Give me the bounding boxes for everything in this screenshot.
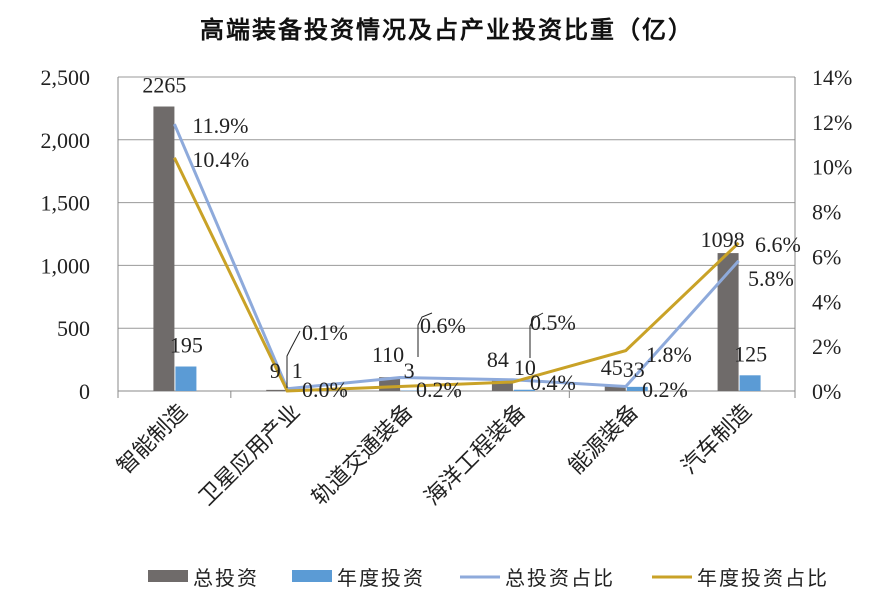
x-tick-label: 海洋工程装备 <box>419 399 530 510</box>
data-label: 11.9% <box>192 113 248 138</box>
legend-label: 年度投资 <box>337 567 425 590</box>
data-label: 0.4% <box>530 370 576 395</box>
x-tick-label: 汽车制造 <box>676 399 756 479</box>
data-label: 1098 <box>701 227 745 252</box>
legend-swatch <box>292 570 332 582</box>
data-label: 0.1% <box>302 320 348 345</box>
bar-total <box>266 390 287 391</box>
data-label: 0.0% <box>302 377 348 402</box>
y2-tick-label: 10% <box>812 155 852 180</box>
data-label: 2265 <box>142 73 186 98</box>
data-label: 1.8% <box>646 342 692 367</box>
data-label: 9 <box>270 358 281 383</box>
legend-label: 总投资占比 <box>505 567 615 590</box>
data-label: 84 <box>487 347 509 372</box>
legend-label: 年度投资占比 <box>697 567 829 590</box>
y2-tick-label: 4% <box>812 289 841 314</box>
data-label: 0.2% <box>642 377 688 402</box>
data-label: 125 <box>734 341 767 366</box>
data-label: 110 <box>372 342 404 367</box>
data-label: 6.6% <box>755 232 801 257</box>
data-label: 195 <box>170 333 203 358</box>
x-tick-label: 卫星应用产业 <box>194 399 305 510</box>
x-tick-label: 智能制造 <box>112 399 192 479</box>
data-label: 5.8% <box>748 266 794 291</box>
data-label: 0.2% <box>416 377 462 402</box>
x-tick-label: 轨道交通装备 <box>307 399 418 510</box>
legend-label: 总投资 <box>193 567 259 590</box>
bar-annual <box>740 375 761 391</box>
data-label: 0.6% <box>420 313 466 338</box>
data-label: 45 <box>601 355 623 380</box>
y2-tick-label: 12% <box>812 110 852 135</box>
y2-tick-label: 14% <box>812 65 852 90</box>
y-tick-label: 500 <box>57 316 90 341</box>
legend-swatch <box>148 570 188 582</box>
y-tick-label: 1,000 <box>41 253 91 278</box>
x-tick-label: 能源装备 <box>563 399 643 479</box>
y2-tick-label: 8% <box>812 200 841 225</box>
y-tick-label: 1,500 <box>41 191 91 216</box>
y-tick-label: 2,500 <box>41 65 91 90</box>
y2-tick-label: 0% <box>812 379 841 404</box>
y-tick-label: 2,000 <box>41 128 91 153</box>
y2-tick-label: 6% <box>812 244 841 269</box>
data-label: 10.4% <box>192 147 249 172</box>
bar-annual <box>175 367 196 391</box>
y-tick-label: 0 <box>79 379 90 404</box>
data-label: 3 <box>404 358 415 383</box>
y2-tick-label: 2% <box>812 334 841 359</box>
chart-title: 高端装备投资情况及占产业投资比重（亿） <box>200 16 694 44</box>
data-label: 0.5% <box>530 310 576 335</box>
